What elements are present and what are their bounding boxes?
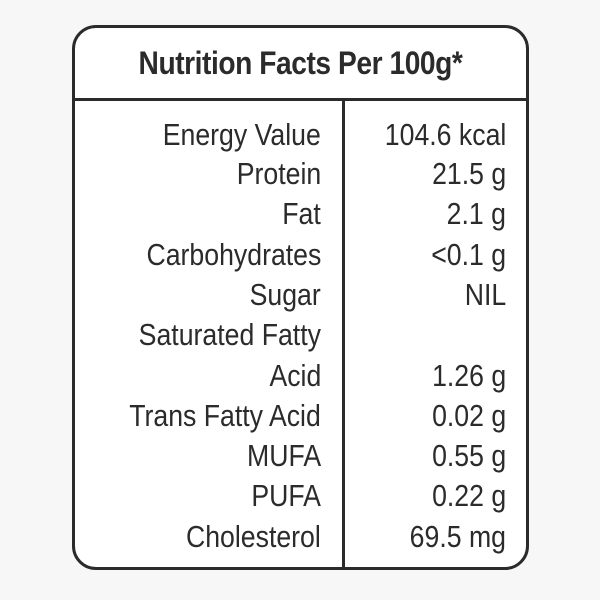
row-value-cholesterol: 69.5 mg (409, 519, 506, 554)
row-label-fat: Fat (282, 196, 321, 231)
nutrition-facts-panel: Nutrition Facts Per 100g* Energy Value 1… (72, 25, 529, 570)
row-label-acid: Acid (269, 358, 321, 393)
row-label-pufa: PUFA (251, 478, 321, 513)
row-label-trans-fatty-acid: Trans Fatty Acid (129, 398, 321, 433)
row-value-mufa: 0.55 g (431, 438, 506, 473)
row-value-energy-value: 104.6 kcal (384, 117, 506, 152)
row-label-protein: Protein (236, 156, 321, 191)
row-value-fat: 2.1 g (446, 196, 506, 231)
row-value-acid: 1.26 g (431, 358, 506, 393)
row-label-energy-value: Energy Value (162, 117, 321, 152)
row-value-carbohydrates: <0.1 g (431, 237, 506, 272)
row-value-trans-fatty-acid: 0.02 g (431, 398, 506, 433)
title-band: Nutrition Facts Per 100g* (75, 28, 526, 101)
column-divider (342, 98, 345, 567)
row-label-mufa: MUFA (246, 438, 321, 473)
row-label-cholesterol: Cholesterol (186, 519, 321, 554)
row-value-pufa: 0.22 g (431, 478, 506, 513)
nutrition-title: Nutrition Facts Per 100g* (138, 45, 463, 81)
row-value-protein: 21.5 g (431, 156, 506, 191)
row-label-carbohydrates: Carbohydrates (146, 237, 321, 272)
row-label-sugar: Sugar (249, 277, 321, 312)
row-label-saturated-fatty: Saturated Fatty (138, 317, 321, 352)
row-value-sugar: NIL (464, 277, 506, 312)
